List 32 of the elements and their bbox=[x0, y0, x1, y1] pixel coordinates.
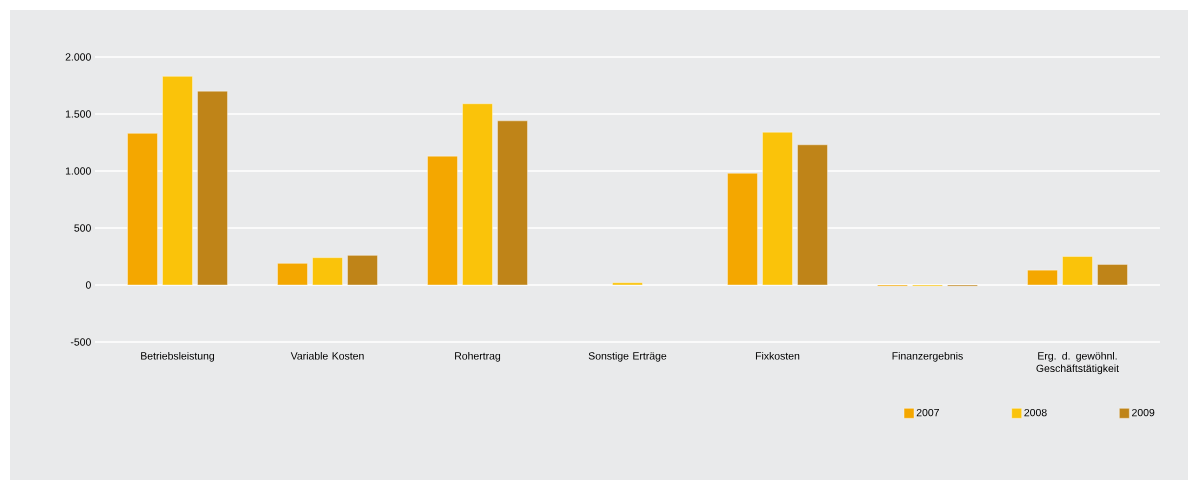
y-tick-label: 2.000 bbox=[65, 53, 91, 61]
x-tick-label: Betriebsleistung bbox=[141, 351, 215, 362]
bar bbox=[162, 76, 193, 286]
y-tick-label: 0 bbox=[85, 281, 91, 289]
legend-label: 2009 bbox=[1132, 408, 1155, 417]
legend-label: 2008 bbox=[1024, 408, 1047, 417]
bar bbox=[1062, 256, 1093, 286]
bar bbox=[462, 103, 493, 286]
bar bbox=[277, 263, 308, 286]
x-tick-label: Fixkosten bbox=[755, 351, 800, 360]
y-tick-label: 1.500 bbox=[65, 110, 91, 118]
bar bbox=[312, 257, 343, 286]
bar bbox=[127, 133, 158, 286]
bar bbox=[347, 255, 378, 286]
bar bbox=[497, 120, 528, 286]
y-tick-label: -500 bbox=[70, 338, 91, 346]
x-tick-label: Variable Kosten bbox=[290, 351, 364, 360]
legend-label: 2007 bbox=[916, 408, 939, 417]
bar bbox=[1097, 264, 1128, 286]
x-tick-label: Sonstige Erträge bbox=[588, 351, 667, 362]
x-tick-label: Rohertrag bbox=[455, 351, 501, 362]
bar bbox=[762, 132, 793, 286]
bar bbox=[727, 173, 758, 286]
bar bbox=[427, 155, 458, 286]
x-tick-label: Finanzergebnis bbox=[892, 351, 963, 362]
x-tick-label: Erg. d. gewöhnl. Geschäftstätigkeit bbox=[1036, 351, 1119, 375]
bar bbox=[797, 144, 828, 286]
bar bbox=[612, 282, 643, 286]
y-tick-label: 1.000 bbox=[65, 167, 91, 175]
y-tick-label: 500 bbox=[74, 224, 91, 232]
bar bbox=[197, 90, 228, 286]
bar bbox=[1027, 269, 1058, 286]
